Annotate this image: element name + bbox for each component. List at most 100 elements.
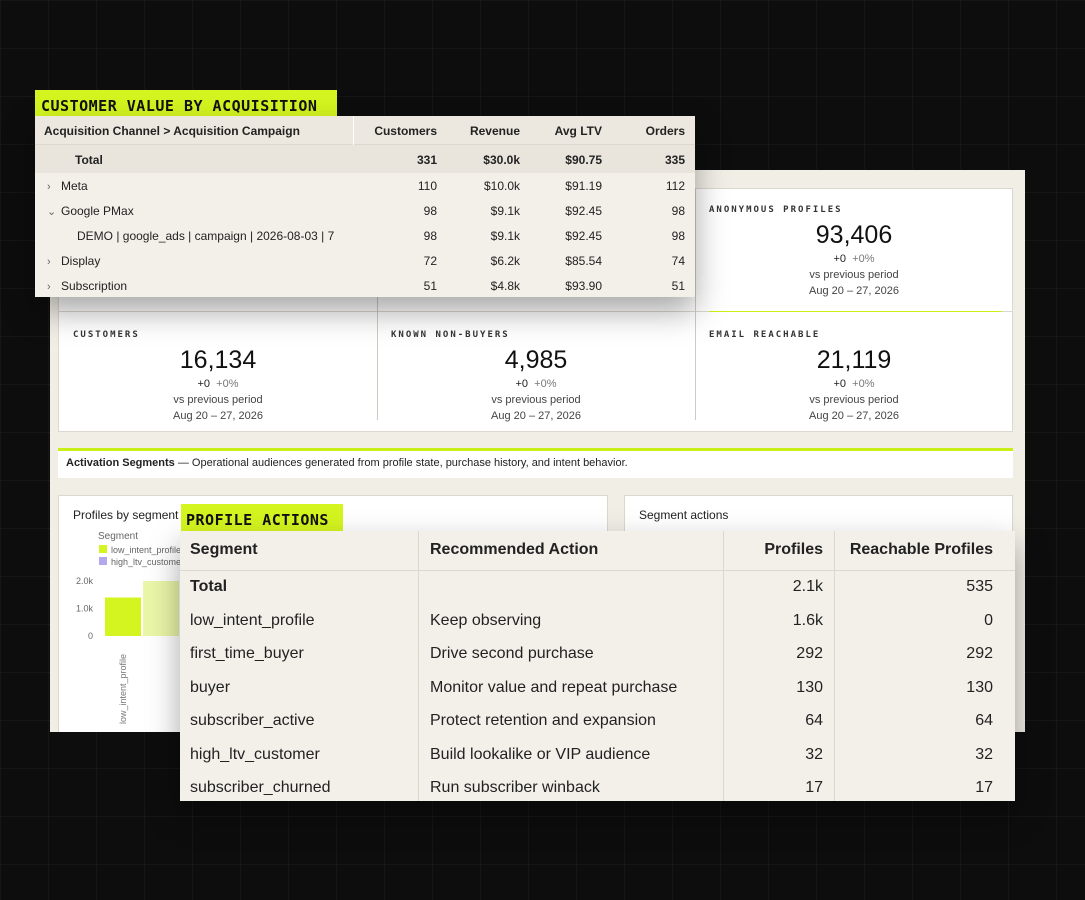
stat-date: Aug 20 – 27, 2026 (491, 410, 581, 422)
cell-profiles: 130 (796, 678, 823, 696)
cell-profiles: 292 (796, 645, 823, 662)
stat-label: ANONYMOUS PROFILES (709, 205, 843, 215)
divider (377, 312, 378, 420)
stat-delta-pct: +0% (852, 253, 875, 265)
table-row[interactable]: buyer Monitor value and repeat purchase … (180, 672, 1015, 706)
header-revenue[interactable]: Revenue (469, 124, 520, 138)
table-row[interactable]: ⌄ Google PMax 98 $9.1k $92.45 98 (35, 198, 695, 223)
cell-action: Run subscriber winback (430, 779, 600, 796)
cell-revenue: $30.0k (483, 153, 520, 167)
header-segment[interactable]: Segment (190, 541, 258, 558)
divider (723, 531, 724, 801)
header-profiles[interactable]: Profiles (764, 541, 823, 558)
header-channel[interactable]: Acquisition Channel > Acquisition Campai… (44, 124, 300, 138)
stat-subtitle: vs previous period (809, 269, 899, 281)
stat-date: Aug 20 – 27, 2026 (809, 285, 899, 297)
activation-segments-bar: Activation Segments — Operational audien… (58, 448, 1013, 478)
chevron-down-icon[interactable]: ⌄ (47, 206, 57, 218)
customer-value-table: Acquisition Channel > Acquisition Campai… (35, 116, 695, 297)
table-row[interactable]: subscriber_active Protect retention and … (180, 705, 1015, 739)
stat-row: CUSTOMERS 16,134 +0 +0% vs previous peri… (58, 312, 1013, 432)
cell-segment: subscriber_churned (190, 779, 331, 796)
stat-value: 4,985 (504, 346, 568, 374)
stat-subtitle: vs previous period (173, 394, 263, 406)
table-row[interactable]: high_ltv_customer Build lookalike or VIP… (180, 739, 1015, 773)
table-row[interactable]: › Display 72 $6.2k $85.54 74 (35, 248, 695, 273)
header-orders[interactable]: Orders (645, 124, 685, 138)
table-row[interactable]: › Meta 110 $10.0k $91.19 112 (35, 173, 695, 198)
cell-action: Drive second purchase (430, 645, 594, 662)
table-row[interactable]: DEMO | google_ads | campaign | 2026-08-0… (35, 223, 695, 248)
y-tick-label: 0 (88, 631, 93, 641)
cell-profiles: 1.6k (792, 611, 823, 629)
bar-partial-hidden (143, 581, 179, 636)
legend-item: low_intent_profile (111, 545, 181, 555)
chevron-right-icon[interactable]: › (47, 281, 51, 293)
cell-revenue: $9.1k (490, 204, 520, 218)
table-header: Acquisition Channel > Acquisition Campai… (35, 116, 695, 145)
stat-date: Aug 20 – 27, 2026 (173, 410, 263, 422)
cell-revenue: $6.2k (490, 254, 520, 268)
cell-customers: 98 (423, 204, 437, 218)
cell-reachable: 292 (966, 645, 993, 662)
x-tick-label: low_intent_profile (118, 654, 128, 724)
table-row-total: Total 331 $30.0k $90.75 335 (35, 145, 695, 173)
cell-segment: subscriber_active (190, 712, 315, 729)
table-row[interactable]: low_intent_profile Keep observing 1.6k 0 (180, 605, 1015, 639)
cell-action: Build lookalike or VIP audience (430, 745, 651, 763)
profile-actions-table: Segment Recommended Action Profiles Reac… (180, 531, 1015, 801)
table-header: Segment Recommended Action Profiles Reac… (180, 531, 1015, 571)
header-customers[interactable]: Customers (374, 124, 437, 138)
bars-group (105, 597, 141, 637)
cell-segment: low_intent_profile (190, 611, 315, 629)
cell-action: Keep observing (430, 611, 542, 629)
cell-orders: 98 (671, 229, 685, 243)
table-row[interactable]: first_time_buyer Drive second purchase 2… (180, 638, 1015, 672)
header-recommended-action[interactable]: Recommended Action (430, 541, 599, 558)
cell-label: Total (75, 153, 103, 167)
header-reachable-profiles[interactable]: Reachable Profiles (849, 541, 993, 558)
cell-label: Meta (61, 179, 88, 193)
stat-value: 93,406 (815, 221, 893, 249)
cell-action: Protect retention and expansion (430, 712, 656, 729)
table-row-total: Total 2.1k 535 (180, 571, 1015, 605)
cell-reachable: 0 (984, 611, 993, 629)
y-tick-label: 2.0k (76, 576, 94, 586)
cell-action: Monitor value and repeat purchase (430, 678, 678, 696)
cell-orders: 74 (671, 254, 685, 268)
cell-reachable: 130 (966, 678, 993, 696)
cell-customers: 331 (416, 153, 437, 167)
chevron-right-icon[interactable]: › (47, 256, 51, 268)
customer-value-tag: CUSTOMER VALUE BY ACQUISITION (35, 90, 337, 118)
profile-actions-tag: PROFILE ACTIONS (181, 504, 343, 532)
cell-label: Subscription (61, 279, 128, 293)
legend-title: Segment (98, 531, 138, 542)
cell-avg-ltv: $92.45 (565, 229, 602, 243)
cell-reachable: 535 (966, 578, 993, 595)
cell-reachable: 64 (975, 712, 993, 729)
cell-customers: 72 (423, 254, 437, 268)
panel-title: Segment actions (639, 508, 729, 522)
stat-date: Aug 20 – 27, 2026 (809, 410, 899, 422)
panel-title: Profiles by segment (73, 508, 179, 522)
activation-title: Activation Segments (66, 457, 175, 469)
stat-delta-pct: +0% (216, 378, 239, 390)
table-row[interactable]: subscriber_churned Run subscriber winbac… (180, 772, 1015, 801)
stat-label: KNOWN NON-BUYERS (391, 330, 510, 340)
stat-delta-abs: +0 (833, 253, 847, 265)
table-row[interactable]: › Subscription 51 $4.8k $93.90 51 (35, 273, 695, 297)
divider (695, 189, 696, 313)
header-avg-ltv[interactable]: Avg LTV (554, 124, 602, 138)
cell-orders: 112 (665, 179, 685, 193)
bar-low_intent_profile[interactable] (105, 597, 141, 637)
stat-value: 21,119 (816, 346, 892, 374)
stat-delta-abs: +0 (515, 378, 529, 390)
stat-delta-abs: +0 (833, 378, 847, 390)
divider (695, 312, 696, 420)
chevron-right-icon[interactable]: › (47, 181, 51, 193)
cell-reachable: 32 (975, 745, 993, 763)
cell-orders: 98 (671, 204, 685, 218)
cell-customers: 110 (417, 179, 437, 193)
legend-item: high_ltv_custome (111, 557, 181, 567)
stat-value: 16,134 (179, 346, 257, 374)
